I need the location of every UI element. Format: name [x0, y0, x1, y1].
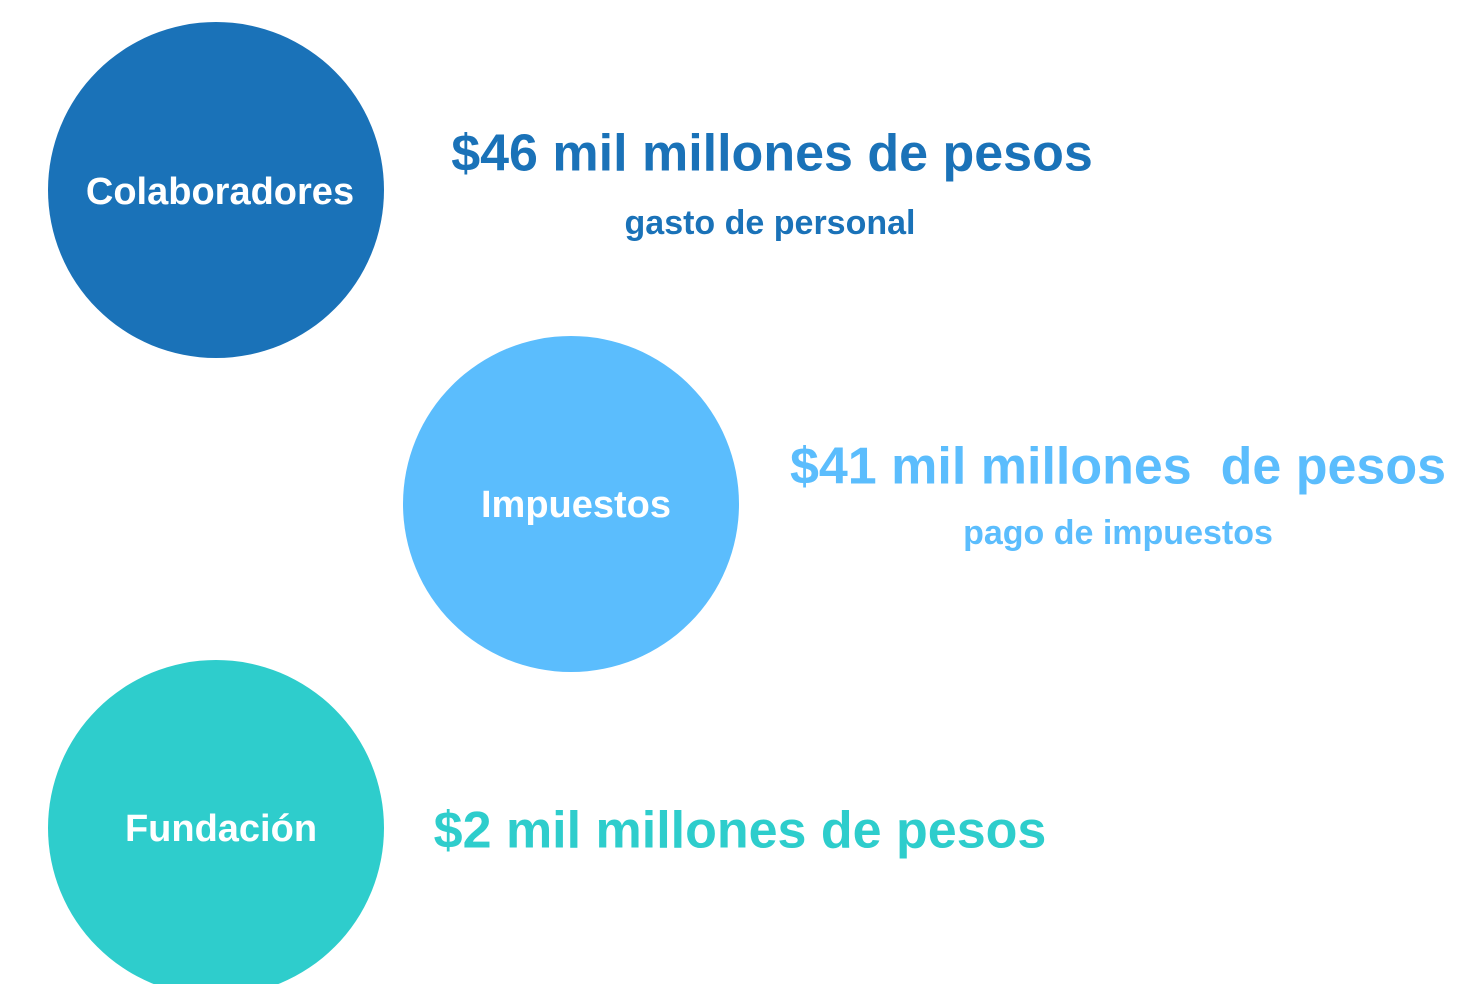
circle-label: Impuestos	[481, 484, 671, 526]
amount: $46 mil millones de pesos	[451, 125, 1093, 183]
description: pago de impuestos	[963, 514, 1273, 552]
amount: $2 mil millones de pesos	[434, 802, 1047, 860]
circle-colaboradores	[48, 22, 384, 358]
circle-fundacion	[48, 660, 384, 984]
description: gasto de personal	[625, 204, 916, 242]
amount: $41 mil millones de pesos	[790, 438, 1446, 496]
circle-impuestos	[403, 336, 739, 672]
circle-label: Colaboradores	[86, 171, 354, 213]
circle-label: Fundación	[125, 808, 317, 850]
